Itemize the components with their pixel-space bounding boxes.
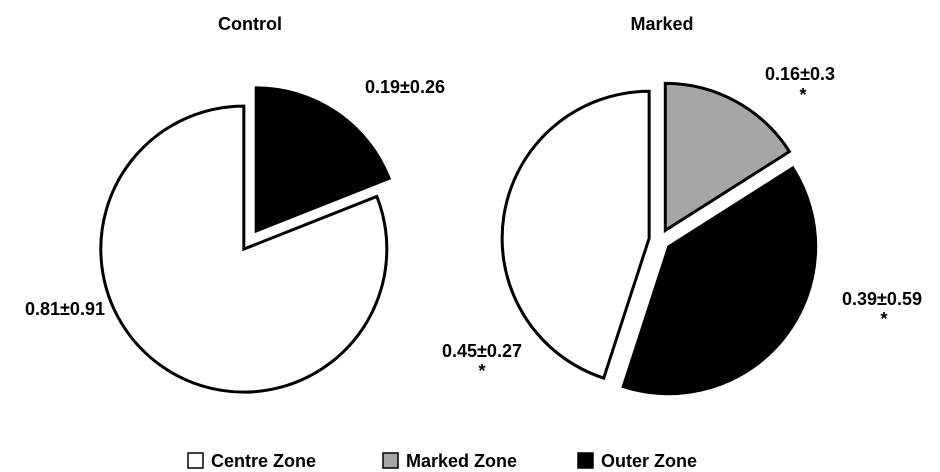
value-label: 0.81±0.91 <box>25 299 105 319</box>
significance-mark: * <box>880 309 887 329</box>
legend-label: Outer Zone <box>601 451 697 471</box>
value-label: 0.45±0.27 <box>442 341 522 361</box>
value-label: 0.19±0.26 <box>365 77 445 97</box>
pie-slice <box>99 104 389 394</box>
significance-mark: * <box>799 85 806 105</box>
pie-slice <box>621 165 818 396</box>
legend-swatch <box>577 452 594 469</box>
pie-slice <box>254 86 392 234</box>
significance-mark: * <box>478 361 485 381</box>
value-label: 0.39±0.59 <box>842 289 922 309</box>
pie-slice <box>663 81 792 234</box>
chart-title: Control <box>218 14 282 34</box>
chart-title: Marked <box>630 14 693 34</box>
legend-label: Centre Zone <box>211 451 316 471</box>
value-label: 0.16±0.3 <box>765 64 835 84</box>
legend-label: Marked Zone <box>406 451 517 471</box>
pie-slice <box>500 89 651 380</box>
legend-swatch <box>382 452 399 469</box>
legend-swatch <box>187 452 204 469</box>
